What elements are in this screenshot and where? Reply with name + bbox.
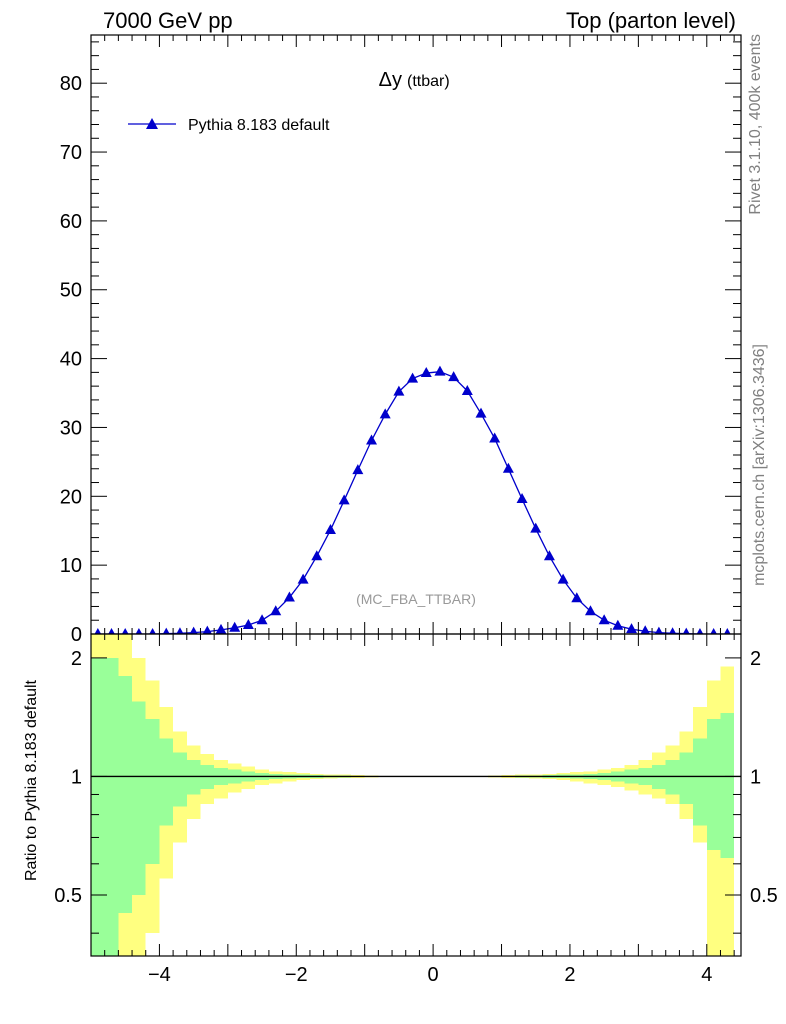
x-tick-label: 2 [564,964,575,986]
x-tick-label: −4 [148,964,171,986]
x-tick-label: 0 [428,964,439,986]
data-point [448,371,460,382]
data-point [242,619,254,630]
main-y-tick-label: 80 [60,73,82,95]
ratio-y-axis-label: Ratio to Pythia 8.183 default [23,679,40,881]
data-point [324,524,336,535]
data-point [162,627,170,634]
data-point [502,462,514,473]
x-tick-labels: −4 −2 0 2 4 [148,964,712,986]
data-point [626,623,638,634]
ratio-band-bin [706,718,721,851]
data-point [121,628,129,634]
data-point [420,367,432,378]
data-point [571,592,583,603]
ratio-band-bin [145,718,160,864]
main-y-tick-label: 10 [60,555,82,577]
data-point [283,591,295,602]
ratio-band-bin [679,752,694,805]
ratio-band-bin [159,738,174,826]
data-point [393,385,405,396]
main-y-tick-label: 20 [60,486,82,508]
process-label: Top (parton level) [566,8,736,33]
data-point [94,628,102,634]
main-y-tick-label: 60 [60,211,82,233]
data-point [654,626,663,634]
watermark: (MC_FBA_TTBAR) [356,591,476,607]
data-point [489,432,501,443]
data-point [612,619,624,630]
data-point [229,621,241,632]
ratio-y-tick-label-left: 2 [71,648,82,670]
ratio-band-bin [104,657,119,956]
ratio-frame [90,633,742,957]
ratio-band-bin [693,738,707,826]
data-point [682,627,690,634]
ratio-y-tick-label-right: 0.5 [750,885,778,907]
data-point [366,434,378,445]
data-point [461,384,473,395]
data-point [297,573,309,584]
data-point [475,407,487,418]
data-point [352,464,364,475]
ratio-band-bin [186,760,201,795]
ratio-band-bin [132,701,146,895]
legend: Pythia 8.183 default [128,117,330,134]
data-point [434,365,446,376]
ratio-band-bin [720,712,735,859]
ratio-band-bin [91,657,105,956]
energy-label: 7000 GeV pp [103,8,233,33]
data-point [640,625,651,634]
ratio-band-bin [665,760,680,795]
data-point [724,628,731,634]
data-point [311,550,323,561]
data-point [598,614,610,625]
main-y-tick-label: 70 [60,142,82,164]
ratio-y-tick-label-left: 1 [71,766,82,788]
legend-marker [146,118,158,129]
data-point [149,628,156,634]
ratio-band-bin [173,752,187,807]
data-point [176,627,184,634]
data-point [668,627,677,634]
data-point [696,628,704,634]
data-point [256,614,268,625]
ratio-y-tick-label-right: 2 [750,648,761,670]
data-point [338,494,350,505]
data-point [270,605,282,616]
data-point [215,623,227,634]
ratio-y-tick-label-left: 0.5 [54,885,82,907]
main-y-tick-label: 30 [60,417,82,439]
mcplots-label: mcplots.cern.ch [arXiv:1306.3436] [751,344,768,586]
rivet-label: Rivet 3.1.10, 400k events [747,34,764,215]
main-y-tick-label: 50 [60,280,82,302]
data-point [530,522,542,533]
ratio-bands [91,634,741,956]
x-tick-label: −2 [285,964,308,986]
data-point [407,372,419,383]
x-tick-label: 4 [701,964,712,986]
ratio-band-bin [118,675,133,914]
data-point [202,625,212,634]
main-y-tick-label: 0 [71,624,82,646]
data-point [135,628,143,634]
data-point [584,605,596,616]
data-point [543,550,555,561]
chart-title: Δy [379,69,402,91]
axis-ticks [90,35,741,956]
ratio-y-tick-labels: 0.5 0.5 1 1 2 2 [54,648,778,907]
data-point [108,628,115,634]
data-point [379,408,391,419]
data-point [189,626,198,634]
ratio-y-tick-label-right: 1 [750,766,761,788]
main-y-tick-labels: 0 10 20 30 40 50 60 70 80 [60,73,82,646]
legend-label: Pythia 8.183 default [188,117,330,134]
data-point [516,493,528,504]
data-point [557,573,569,584]
main-y-tick-label: 40 [60,349,82,371]
chart-title-suffix: (ttbar) [407,73,450,90]
main-series [94,365,731,634]
data-point [710,628,717,634]
